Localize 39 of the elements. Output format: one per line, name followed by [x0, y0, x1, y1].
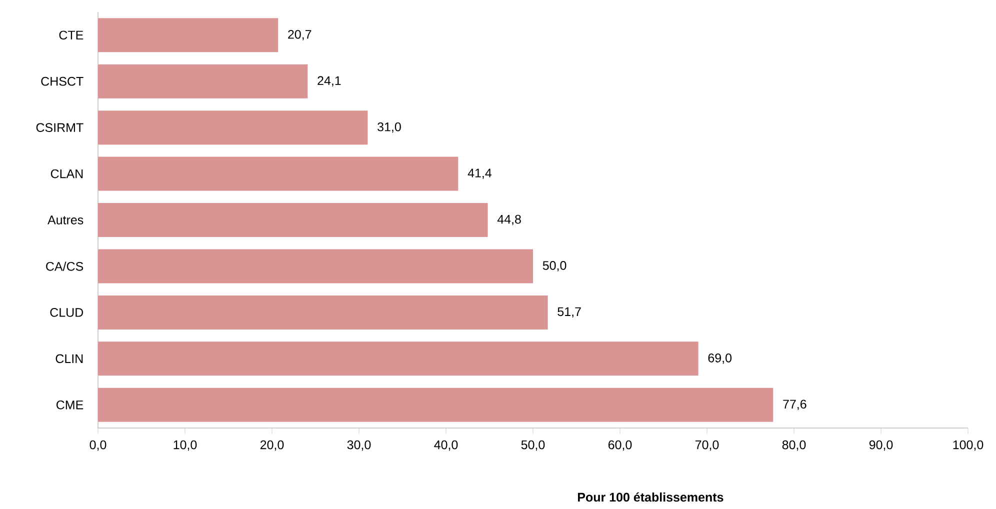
bar: [98, 249, 534, 284]
bar: [98, 295, 548, 330]
x-tick-label: 30,0: [347, 440, 371, 451]
data-label: 20,7: [288, 30, 312, 40]
y-tick-label: CLAN: [50, 169, 83, 178]
x-tick-label: 80,0: [782, 440, 806, 451]
y-tick-label: CLIN: [56, 354, 83, 364]
bar: [98, 203, 488, 238]
y-tick-label: CA/CS: [46, 262, 84, 271]
x-axis-title: Pour 100 établissements: [578, 492, 724, 502]
data-label: 69,0: [708, 354, 732, 364]
x-tick-label: 50,0: [521, 440, 545, 451]
bar: [98, 110, 368, 145]
data-label: 44,8: [497, 214, 521, 226]
data-label: 24,1: [318, 76, 341, 86]
x-tick-label: 40,0: [434, 440, 458, 451]
y-tick-label: CTE: [59, 30, 84, 40]
y-tick-label: CLUD: [50, 308, 84, 317]
x-tick-label: 100,0: [953, 440, 984, 451]
y-tick-label: CSIRMT: [36, 123, 84, 132]
y-tick-label: CHSCT: [41, 76, 84, 86]
data-label: 31,0: [378, 122, 401, 133]
bar: [98, 156, 458, 191]
data-label: 50,0: [542, 261, 566, 272]
data-label: 41,4: [468, 168, 492, 179]
bar: [98, 64, 308, 98]
x-tick-label: 60,0: [608, 440, 632, 451]
data-label: 51,7: [558, 307, 581, 318]
x-tick-label: 70,0: [695, 440, 719, 451]
x-tick-label: 0,0: [90, 440, 106, 451]
y-tick-label: CME: [56, 400, 84, 410]
x-tick-label: 10,0: [174, 440, 197, 451]
y-tick-label: Autres: [48, 216, 84, 224]
x-tick-label: 90,0: [869, 440, 893, 451]
bar: [98, 18, 278, 52]
x-tick-label: 20,0: [260, 440, 284, 451]
bar: [98, 342, 698, 376]
bar: [98, 388, 774, 422]
data-label: 77,6: [783, 400, 806, 410]
